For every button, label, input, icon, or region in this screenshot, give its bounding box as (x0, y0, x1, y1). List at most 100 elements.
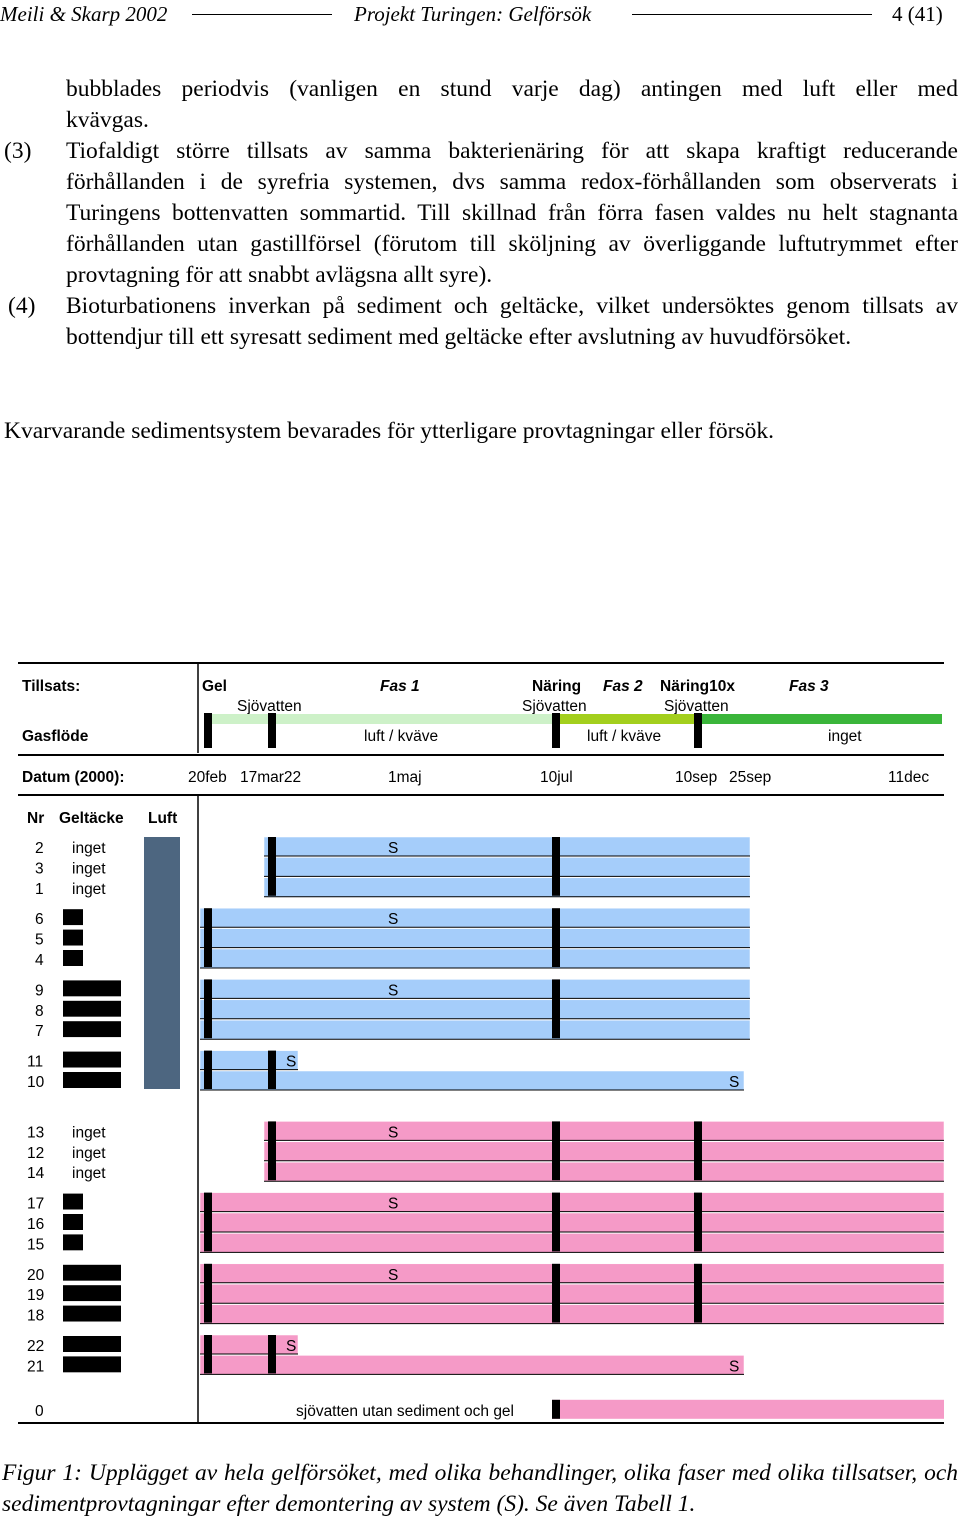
geltacke-value: inget (72, 1124, 106, 1141)
header-authors: Meili & Skarp 2002 (0, 2, 168, 26)
row-number: 12 (27, 1145, 44, 1162)
sampling-s-mark: S (729, 1074, 739, 1091)
event-marker (268, 1050, 276, 1089)
header-page-number: 4 (41) (892, 2, 943, 26)
sample-bar (199, 1283, 945, 1304)
sample-bar (263, 1141, 945, 1162)
caption-text: Upplägget av hela gelförsöket, med olika… (2, 1460, 958, 1517)
sample-bar (263, 857, 751, 877)
header-project: Projekt Turingen: Gelförsök (354, 2, 592, 26)
caption-label: Figur 1 (2, 1460, 75, 1486)
geltacke-bar (63, 909, 83, 926)
sample-bar (199, 1050, 299, 1070)
event-marker (204, 1050, 212, 1089)
geltacke-bar (63, 1264, 121, 1281)
sampling-s-mark: S (286, 1338, 296, 1355)
sample-bar (263, 836, 751, 857)
event-marker (204, 1335, 212, 1374)
row-number: 11 (27, 1054, 43, 1071)
closing-paragraph: Kvarvarande sedimentsystem bevarades för… (4, 418, 774, 444)
sjovatten-label: Sjövatten (664, 698, 729, 715)
sampling-s-mark: S (388, 840, 398, 857)
gas-flow-label: inget (828, 728, 862, 745)
row-number: 10 (27, 1074, 45, 1091)
row-number: 3 (35, 860, 44, 877)
sample-bar (199, 1192, 945, 1212)
event-marker (268, 837, 276, 896)
event-marker (552, 979, 560, 1039)
sjovatten-label: Sjövatten (237, 698, 302, 715)
event-marker (204, 908, 212, 967)
geltacke-gap (63, 945, 83, 949)
sampling-s-mark: S (729, 1358, 739, 1375)
event-marker (204, 979, 212, 1039)
phase-bar-fas3 (698, 714, 942, 724)
row-number: 2 (35, 840, 44, 857)
geltacke-gap (63, 1016, 121, 1020)
geltacke-bar (63, 1285, 121, 1302)
tillsats-item: Gel (202, 678, 227, 695)
list-item-4-text: Bioturbationens inverkan på sediment och… (66, 293, 958, 350)
geltacke-bar (63, 1021, 121, 1038)
sample-bar (199, 1304, 945, 1324)
list-item-4-number: (4) (8, 293, 36, 319)
geltacke-value: inget (72, 840, 106, 857)
tillsats-item: Fas 1 (380, 678, 420, 695)
gasflode-label: Gasflöde (22, 728, 89, 745)
event-marker (204, 1192, 212, 1252)
geltacke-bar (63, 1234, 83, 1251)
row-number: 15 (27, 1236, 44, 1253)
gas-flow-label: luft / kväve (364, 728, 438, 745)
event-marker (552, 1192, 560, 1252)
date-label: 1maj (388, 769, 422, 786)
sample-bar (199, 979, 751, 999)
sample-bar (199, 1212, 945, 1233)
sample-bar (199, 1355, 745, 1375)
sampling-s-mark: S (286, 1054, 296, 1071)
col-header-nr: Nr (27, 810, 44, 827)
gel-marker (204, 713, 212, 748)
geltacke-gap (63, 1321, 121, 1325)
date-label: 17mar22 (240, 769, 301, 786)
row-number: 14 (27, 1165, 45, 1182)
event-marker (552, 1263, 560, 1323)
geltacke-gap (63, 1037, 121, 1041)
continuation-line-2: kvävgas. (66, 107, 149, 133)
row-number: 21 (27, 1358, 44, 1375)
list-item-4: (4) Bioturbationens inverkan på sediment… (8, 291, 958, 353)
sample-bar (199, 1233, 945, 1253)
date-label: 10sep (675, 769, 717, 786)
row-number: 8 (35, 1003, 44, 1020)
row-number: 17 (27, 1196, 44, 1213)
tillsats-label: Tillsats: (22, 678, 80, 695)
geltacke-bar (63, 980, 121, 997)
naring10x-marker (694, 713, 702, 748)
sample-bar (263, 877, 751, 898)
list-item-3-number: (3) (4, 138, 32, 164)
geltacke-value: inget (72, 1145, 106, 1162)
timeline-diagram: Tillsats: Gel Fas 1 Näring Fas 2 Näring10x Fas… (18, 662, 945, 1424)
sample-bar (199, 928, 751, 948)
sampling-s-mark: S (388, 982, 398, 999)
caption-colon: : (74, 1460, 89, 1486)
sample-bar (199, 1070, 745, 1091)
sample-bar (263, 1121, 945, 1141)
event-marker (694, 1121, 702, 1181)
sample-bar (199, 948, 751, 969)
luft-column-bar (144, 837, 180, 1089)
header-rule-left (192, 14, 332, 15)
row-number: 1 (35, 881, 44, 898)
event-marker (552, 908, 560, 967)
geltacke-bar (63, 1214, 83, 1230)
geltacke-bar (63, 1051, 121, 1068)
row-zero-label: sjövatten utan sediment och gel (296, 1403, 514, 1420)
geltacke-gap (63, 966, 83, 969)
geltacke-gap (63, 1209, 83, 1213)
gas-flow-label: luft / kväve (587, 728, 661, 745)
date-label: 20feb (188, 769, 227, 786)
event-marker (552, 837, 560, 896)
page-header: Meili & Skarp 2002 Projekt Turingen: Gel… (0, 0, 960, 28)
geltacke-bar (63, 929, 83, 946)
sampling-s-mark: S (388, 1267, 398, 1284)
geltacke-gap (63, 1280, 121, 1284)
